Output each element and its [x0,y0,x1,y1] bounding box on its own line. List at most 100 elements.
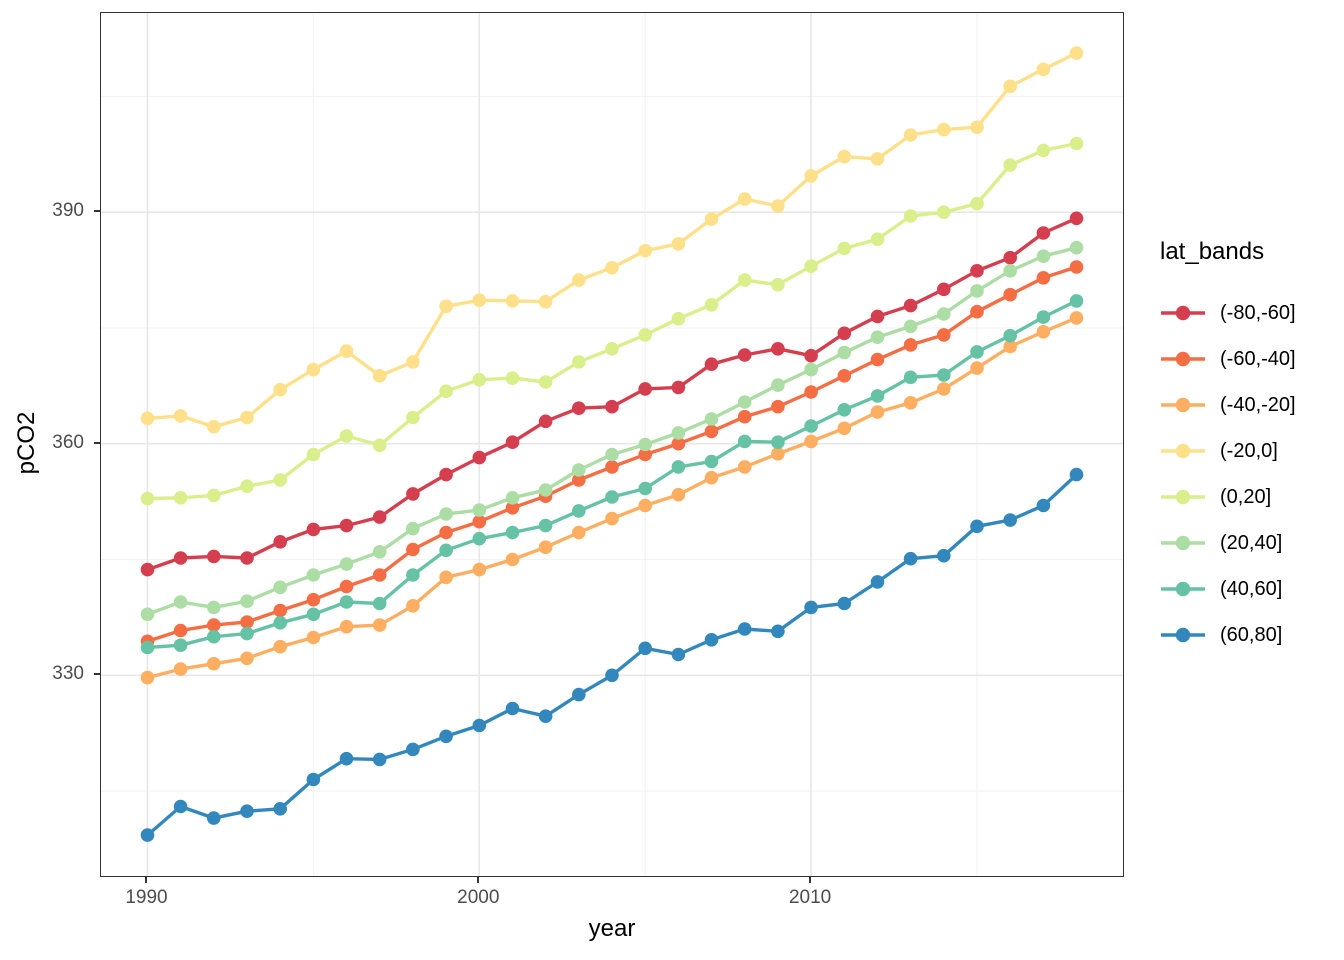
series-point-7 [1069,467,1084,482]
series-point-2 [1003,339,1017,354]
series-point-6 [240,626,254,641]
series-point-6 [572,504,586,518]
series-point-5 [870,330,885,345]
series-point-7 [1036,498,1051,513]
series-point-2 [472,562,487,577]
series-line-4 [145,141,1079,501]
series-point-4 [1036,143,1051,158]
series-point-1 [605,460,619,474]
series-point-2 [207,656,221,671]
series-point-7 [771,624,785,639]
y-tick-mark [94,441,100,444]
series-point-5 [572,463,586,477]
legend-title: lat_bands [1160,238,1265,265]
legend-key-icon [1161,627,1205,643]
series-point-7 [538,709,553,723]
series-point-4 [538,375,553,389]
series-point-7 [937,548,951,563]
series-point-7 [240,804,254,818]
series-point-6 [771,435,785,450]
series-point-2 [638,498,652,513]
series-point-3 [937,122,951,137]
series-point-2 [671,487,686,502]
series-point-4 [870,232,885,246]
series-point-3 [372,369,387,383]
series-point-6 [472,531,487,546]
series-point-2 [339,619,354,634]
series-point-2 [870,405,885,419]
x-axis-title: year [588,915,636,942]
series-point-3 [1036,62,1051,77]
legend-item-label: (40,60] [1220,577,1283,600]
legend-key-icon [1161,397,1205,413]
series-point-3 [605,260,619,275]
series-point-7 [970,519,984,534]
series-point-5 [538,483,553,497]
series-point-2 [240,651,254,666]
series-point-5 [339,557,354,571]
x-tick-label: 2000 [457,887,500,908]
series-point-1 [572,473,586,487]
series-line-7 [145,472,1079,837]
series-point-7 [572,687,586,702]
series-point-1 [837,369,852,383]
series-point-6 [339,595,354,609]
series-point-2 [439,570,453,585]
series-point-7 [372,752,387,767]
series-point-4 [605,342,619,356]
series-point-5 [837,345,852,360]
legend-key-icon [1161,581,1205,597]
series-point-0 [605,399,619,414]
series-point-1 [406,542,420,557]
series-point-3 [240,410,254,425]
series-point-4 [704,298,719,312]
series-point-1 [173,623,188,638]
series-point-5 [605,447,619,462]
series-point-6 [1069,294,1084,308]
series-point-7 [671,647,686,662]
series-point-4 [273,473,287,487]
series-point-4 [1069,136,1084,151]
series-point-0 [140,562,155,577]
series-point-1 [472,514,487,529]
series-point-0 [1036,226,1051,240]
plot-area-svg [101,13,1123,876]
series-point-7 [837,596,852,611]
series-point-1 [273,603,287,618]
series-point-6 [273,616,287,630]
series-point-0 [937,282,951,297]
legend-item-2: (-40,-20] [1160,382,1296,428]
series-point-1 [737,409,752,424]
x-tick-label: 2010 [788,887,832,908]
series-point-7 [505,701,520,716]
series-point-6 [737,434,752,449]
series-point-0 [970,264,984,278]
series-point-3 [207,419,221,434]
series-point-0 [439,467,453,482]
series-point-5 [638,437,652,452]
series-point-4 [1003,158,1017,172]
x-tick-mark [477,877,480,883]
series-point-5 [472,503,487,517]
series-point-5 [439,507,453,521]
series-point-5 [173,595,188,609]
series-point-5 [771,378,785,392]
series-point-6 [372,596,387,611]
series-point-4 [737,273,752,287]
series-point-5 [207,600,221,615]
series-point-2 [970,361,984,375]
series-point-4 [903,209,918,223]
series-point-0 [870,309,885,324]
legend-item-7: (60,80] [1160,612,1296,658]
legend-item-0: (-80,-60] [1160,290,1296,336]
series-point-1 [339,579,354,594]
series-point-4 [372,438,387,453]
series-point-0 [903,298,918,313]
series-point-7 [273,802,287,816]
series-point-5 [306,568,321,582]
series-point-0 [737,348,752,362]
series-point-3 [273,382,287,397]
series-point-2 [572,525,586,540]
series-point-7 [638,641,652,656]
series-point-7 [207,811,221,825]
